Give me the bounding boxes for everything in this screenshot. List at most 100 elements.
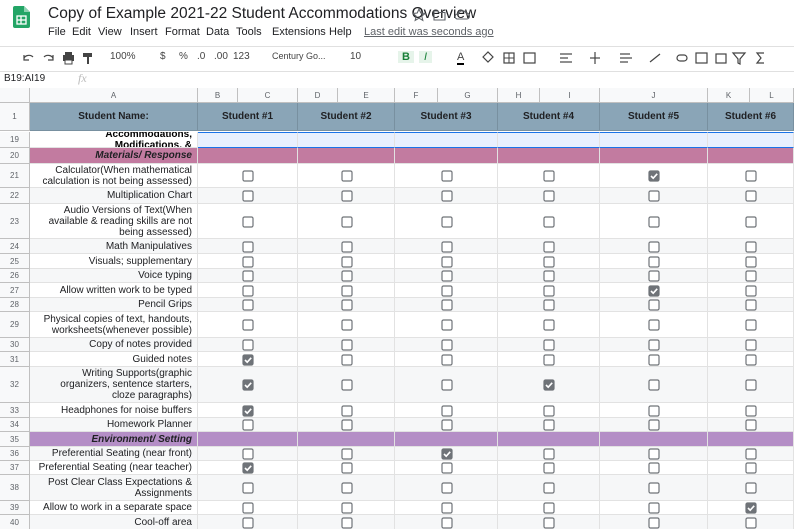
student-cell[interactable] <box>395 204 498 239</box>
name-box[interactable]: B19:AI19 <box>4 73 46 84</box>
checkbox[interactable] <box>242 170 254 182</box>
checkbox[interactable] <box>745 270 757 282</box>
checkbox[interactable] <box>648 270 660 282</box>
student-cell[interactable] <box>395 461 498 475</box>
student-cell[interactable] <box>708 283 794 298</box>
student-cell[interactable] <box>708 475 794 501</box>
student-cell[interactable] <box>395 269 498 283</box>
checkbox[interactable] <box>340 255 353 268</box>
student-cell[interactable] <box>498 298 600 312</box>
student-cell[interactable] <box>298 461 395 475</box>
toolbar-percent[interactable]: % <box>179 51 188 62</box>
checkbox[interactable] <box>648 462 660 474</box>
student-cell[interactable] <box>198 352 298 367</box>
accommodation-label[interactable]: Preferential Seating (near front) <box>30 447 198 461</box>
toolbar-font[interactable]: Century Go... <box>272 51 326 61</box>
toolbar-bold[interactable]: B <box>398 51 414 63</box>
checkbox[interactable] <box>745 284 757 297</box>
student-cell[interactable] <box>498 403 600 418</box>
checkbox[interactable] <box>242 502 254 514</box>
accommodation-label[interactable]: Copy of notes provided <box>30 338 198 352</box>
student-cell[interactable] <box>298 188 395 204</box>
student-cell[interactable] <box>298 515 395 529</box>
column-header[interactable]: J <box>600 88 708 103</box>
column-header[interactable]: E <box>338 88 395 103</box>
checkbox[interactable] <box>648 299 660 311</box>
student-cell[interactable] <box>708 515 794 529</box>
student-cell[interactable] <box>498 461 600 475</box>
checkbox[interactable] <box>340 419 353 431</box>
checkbox[interactable] <box>648 448 660 460</box>
student-cell[interactable] <box>298 164 395 188</box>
student-cell[interactable] <box>708 461 794 475</box>
checkbox[interactable] <box>543 299 555 311</box>
checkbox[interactable] <box>745 319 757 331</box>
row-number[interactable]: 28 <box>0 298 30 312</box>
checkbox[interactable] <box>440 339 453 351</box>
student-cell[interactable] <box>198 418 298 432</box>
student-cell[interactable] <box>600 352 708 367</box>
checkbox[interactable] <box>648 404 660 417</box>
student-cell[interactable] <box>198 338 298 352</box>
checkbox[interactable] <box>440 215 453 228</box>
student-cell[interactable] <box>600 461 708 475</box>
group-label[interactable]: Accommodations, Modifications, & <box>30 132 198 148</box>
student-cell[interactable] <box>395 475 498 501</box>
menu-item[interactable]: Data <box>206 26 230 38</box>
row-number[interactable]: 37 <box>0 461 30 475</box>
row-number[interactable]: 25 <box>0 254 30 269</box>
row-number[interactable]: 32 <box>0 367 30 403</box>
checkbox[interactable] <box>745 353 757 366</box>
checkbox[interactable] <box>745 215 757 228</box>
checkbox[interactable] <box>543 190 555 202</box>
menu-item[interactable]: Edit <box>72 26 91 38</box>
student-cell[interactable] <box>298 501 395 515</box>
column-header[interactable]: C <box>238 88 298 103</box>
checkbox[interactable] <box>340 299 353 311</box>
student-cell[interactable] <box>600 204 708 239</box>
checkbox[interactable] <box>242 240 254 253</box>
student-cell[interactable] <box>600 501 708 515</box>
accommodation-label[interactable]: Writing Supports(graphic organizers, sen… <box>30 367 198 403</box>
checkbox[interactable] <box>543 255 555 268</box>
checkbox[interactable] <box>340 284 353 297</box>
student-cell[interactable] <box>198 475 298 501</box>
checkbox[interactable] <box>340 502 353 514</box>
student-cell[interactable] <box>198 298 298 312</box>
checkbox[interactable] <box>440 482 453 494</box>
student-cell[interactable] <box>198 254 298 269</box>
row-number[interactable]: 22 <box>0 188 30 204</box>
checkbox[interactable] <box>242 462 254 474</box>
checkbox[interactable] <box>543 516 555 529</box>
student-cell[interactable] <box>198 447 298 461</box>
checkbox[interactable] <box>648 319 660 331</box>
checkbox[interactable] <box>440 419 453 431</box>
checkbox[interactable] <box>340 462 353 474</box>
checkbox[interactable] <box>543 462 555 474</box>
checkbox[interactable] <box>242 190 254 202</box>
checkbox[interactable] <box>543 502 555 514</box>
student-cell[interactable] <box>498 501 600 515</box>
student-cell[interactable] <box>498 254 600 269</box>
checkbox[interactable] <box>242 448 254 460</box>
menu-item[interactable]: Tools <box>236 26 262 38</box>
student-cell[interactable] <box>600 239 708 254</box>
row-number[interactable]: 26 <box>0 269 30 283</box>
menu-item[interactable]: File <box>48 26 66 38</box>
student-cell[interactable] <box>708 418 794 432</box>
checkbox[interactable] <box>745 339 757 351</box>
student-cell[interactable] <box>198 501 298 515</box>
student-cell[interactable] <box>298 352 395 367</box>
accommodation-label[interactable]: Calculator(When mathematical calculation… <box>30 164 198 188</box>
checkbox[interactable] <box>648 284 660 297</box>
checkbox[interactable] <box>648 482 660 494</box>
student-cell[interactable] <box>198 269 298 283</box>
student-cell[interactable] <box>498 164 600 188</box>
menu-item[interactable]: Insert <box>130 26 158 38</box>
checkbox[interactable] <box>648 502 660 514</box>
student-cell[interactable] <box>298 403 395 418</box>
student-cell[interactable] <box>298 239 395 254</box>
checkbox[interactable] <box>648 170 660 182</box>
student-cell[interactable] <box>395 447 498 461</box>
checkbox[interactable] <box>745 255 757 268</box>
